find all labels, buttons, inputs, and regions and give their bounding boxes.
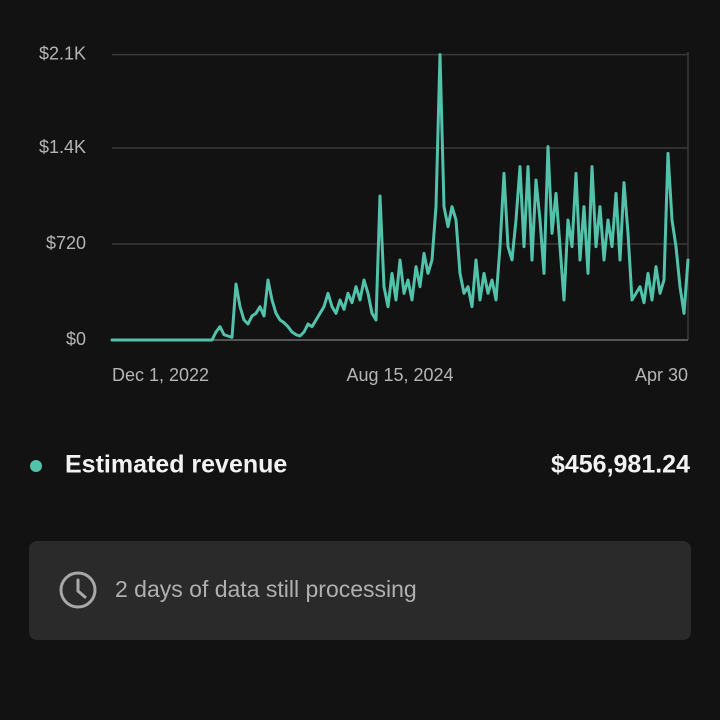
x-tick-label: Aug 15, 2024 [346, 365, 453, 385]
y-tick-label: $720 [46, 233, 86, 253]
x-tick-label: Dec 1, 2022 [112, 365, 209, 385]
y-tick-label: $1.4K [39, 137, 86, 157]
y-tick-label: $2.1K [39, 43, 86, 63]
legend-label: Estimated revenue [65, 451, 287, 479]
x-tick-label: Apr 30 [635, 365, 688, 385]
clock-icon [59, 571, 97, 609]
revenue-line [110, 53, 690, 342]
notice-card [29, 541, 691, 640]
legend-dot [30, 460, 42, 472]
notice-text: 2 days of data still processing [115, 576, 417, 602]
chart: $0 $720 $1.4K $2.1K Dec 1, 2022 Aug 15, 2024 A… [39, 43, 690, 385]
total-value: $456,981.24 [551, 451, 690, 479]
y-tick-label: $0 [66, 329, 86, 349]
